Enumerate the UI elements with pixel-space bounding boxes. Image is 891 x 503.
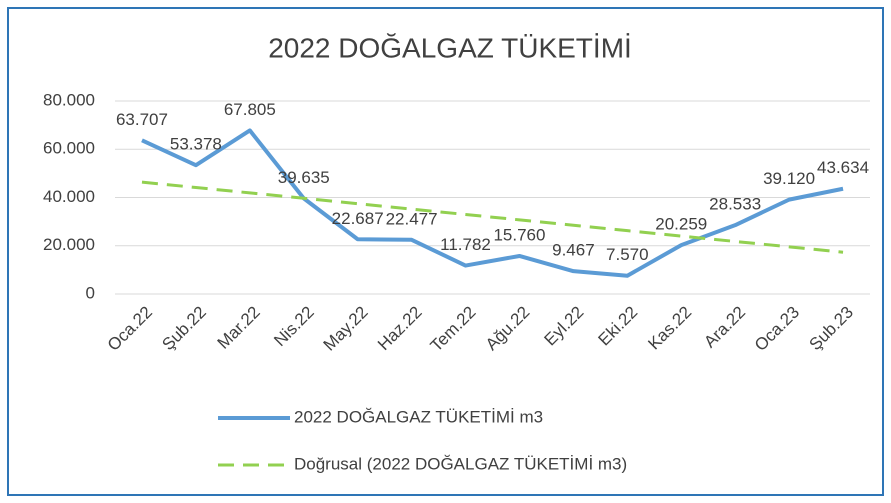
y-tick-label: 40.000: [43, 187, 95, 206]
y-tick-label: 20.000: [43, 235, 95, 254]
data-label: 28.533: [709, 195, 761, 214]
legend-label: Doğrusal (2022 DOĞALGAZ TÜKETİMİ m3): [294, 454, 627, 473]
data-label: 20.259: [655, 215, 707, 234]
data-label: 9.467: [552, 241, 595, 260]
y-tick-label: 60.000: [43, 139, 95, 158]
data-label: 67.805: [224, 100, 276, 119]
legend-label: 2022 DOĞALGAZ TÜKETİMİ m3: [294, 407, 543, 426]
data-label: 15.760: [493, 225, 545, 244]
data-label: 43.634: [817, 158, 869, 177]
series-line: [141, 128, 844, 278]
data-label: 22.477: [386, 209, 438, 228]
y-tick-label: 80.000: [43, 90, 95, 109]
data-label: 22.687: [332, 209, 384, 228]
y-tick-label: 0: [86, 283, 95, 302]
trend-line: [141, 180, 844, 254]
data-label: 11.782: [440, 235, 491, 254]
data-label: 53.378: [170, 135, 222, 154]
data-label: 63.707: [116, 110, 168, 129]
data-label: 7.570: [606, 245, 649, 264]
data-label: 39.635: [278, 168, 330, 187]
chart-frame: [7, 7, 884, 496]
data-label: 39.120: [763, 169, 815, 188]
chart-title: 2022 DOĞALGAZ TÜKETİMİ: [268, 32, 632, 63]
